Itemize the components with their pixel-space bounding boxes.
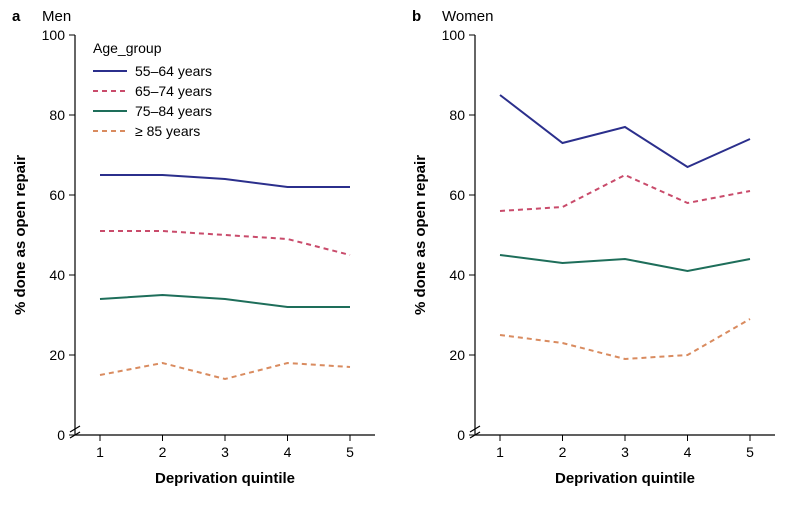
svg-text:2: 2: [159, 444, 167, 460]
svg-text:% done as open repair: % done as open repair: [12, 155, 29, 315]
svg-text:1: 1: [496, 444, 504, 460]
svg-text:4: 4: [284, 444, 292, 460]
series-55-64: [500, 95, 750, 167]
svg-text:100: 100: [42, 27, 66, 43]
svg-text:Deprivation quintile: Deprivation quintile: [555, 470, 695, 487]
series-85+: [500, 319, 750, 359]
svg-text:100: 100: [442, 27, 466, 43]
svg-text:% done as open repair: % done as open repair: [412, 155, 429, 315]
svg-text:60: 60: [449, 187, 465, 203]
svg-text:4: 4: [684, 444, 692, 460]
svg-text:0: 0: [57, 427, 65, 443]
legend-title: Age_group: [93, 40, 162, 56]
svg-text:20: 20: [49, 347, 65, 363]
svg-text:20: 20: [449, 347, 465, 363]
legend-label: 65–74 years: [135, 83, 212, 99]
svg-text:Deprivation quintile: Deprivation quintile: [155, 470, 295, 487]
svg-text:40: 40: [449, 267, 465, 283]
svg-text:3: 3: [621, 444, 629, 460]
plot-women: 0 20 40 60 80 100 1 2 3 4 5 Deprivation quintile % d…: [400, 0, 800, 505]
svg-text:80: 80: [449, 107, 465, 123]
svg-text:5: 5: [346, 444, 354, 460]
series-75-84: [100, 295, 350, 307]
svg-text:80: 80: [49, 107, 65, 123]
legend-label: 75–84 years: [135, 103, 212, 119]
panel-women: b Women 02040608010012345Deprivation qui…: [400, 0, 800, 505]
series-65-74: [100, 231, 350, 255]
svg-text:40: 40: [49, 267, 65, 283]
legend-label: ≥ 85 years: [135, 123, 200, 139]
panel-men: a Men 02040608010012345Deprivation quint…: [0, 0, 400, 505]
svg-text:2: 2: [559, 444, 567, 460]
series-65-74: [500, 175, 750, 211]
plot-men: 0 20 40 60 80 100 1 2 3 4 5 Deprivation quintile % d…: [0, 0, 400, 505]
series-55-64: [100, 175, 350, 187]
svg-text:0: 0: [457, 427, 465, 443]
series-85+: [100, 363, 350, 379]
svg-text:1: 1: [96, 444, 104, 460]
series-75-84: [500, 255, 750, 271]
figure: a Men 02040608010012345Deprivation quint…: [0, 0, 800, 505]
svg-text:3: 3: [221, 444, 229, 460]
svg-text:5: 5: [746, 444, 754, 460]
legend-label: 55–64 years: [135, 63, 212, 79]
svg-text:60: 60: [49, 187, 65, 203]
